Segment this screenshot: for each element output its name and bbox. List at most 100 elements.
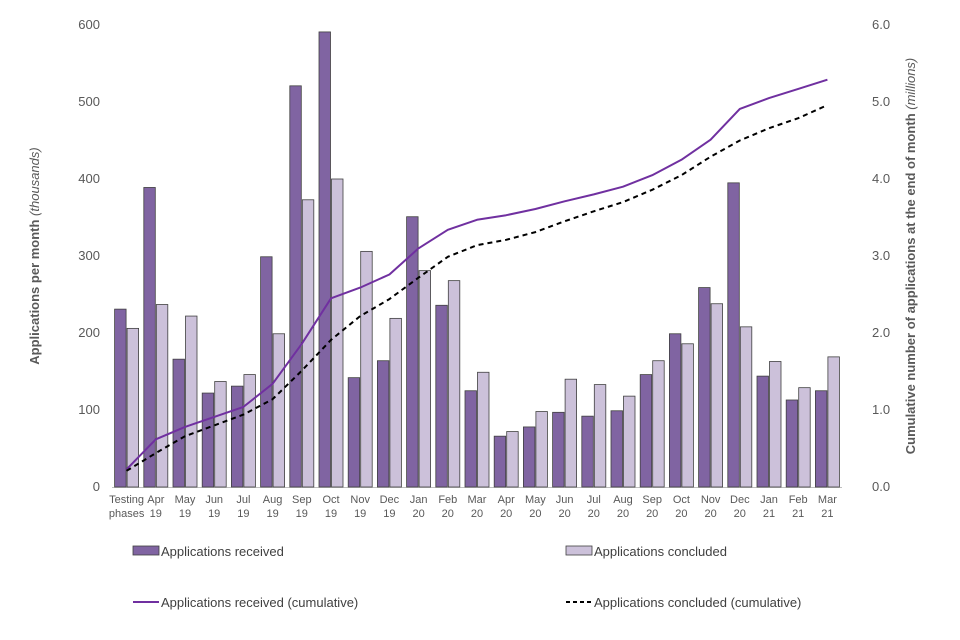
x-tick-label: May <box>525 494 546 506</box>
legend-swatch-received <box>132 545 160 556</box>
bar-concluded <box>652 360 665 488</box>
y-right-axis-title-main: Cumulative number of applications at the… <box>903 110 918 455</box>
bar-received <box>114 308 127 488</box>
bar-concluded <box>681 343 694 488</box>
x-tick-label: Oct <box>322 494 339 506</box>
x-tick-label: 21 <box>763 508 775 520</box>
x-tick-label: 19 <box>325 508 337 520</box>
y-right-tick-label: 2.0 <box>872 325 890 340</box>
x-tick-label: 20 <box>734 508 746 520</box>
bar-concluded <box>389 317 402 488</box>
bar-concluded <box>535 411 548 488</box>
bar-received <box>493 435 507 488</box>
bar-concluded <box>126 327 139 488</box>
x-tick-label: 20 <box>471 508 483 520</box>
bar-received <box>639 374 653 488</box>
y-left-tick-label: 200 <box>78 325 100 340</box>
x-tick-label: Dec <box>380 494 400 506</box>
x-tick-label: 20 <box>617 508 629 520</box>
x-tick-label: 19 <box>354 508 366 520</box>
x-tick-label: 20 <box>500 508 512 520</box>
x-tick-label: Mar <box>818 494 837 506</box>
bar-concluded <box>331 178 344 488</box>
bar-concluded <box>739 326 753 488</box>
bar-concluded <box>447 280 461 488</box>
x-tick-label: Nov <box>701 494 721 506</box>
x-tick-label: Apr <box>498 494 515 506</box>
x-tick-label: 20 <box>588 508 600 520</box>
y-left-tick-label: 500 <box>78 94 100 109</box>
x-tick-label: 20 <box>412 508 424 520</box>
x-tick-label: Mar <box>468 494 487 506</box>
bar-received <box>669 333 682 488</box>
x-tick-label: 19 <box>266 508 278 520</box>
x-tick-label: Dec <box>730 494 750 506</box>
x-tick-label: Nov <box>350 494 370 506</box>
x-tick-label: Testing <box>109 494 144 506</box>
bar-concluded <box>214 381 227 488</box>
line-concluded-cumulative <box>126 104 828 472</box>
x-tick-label: Aug <box>613 494 633 506</box>
legend-label: Applications received (cumulative) <box>161 595 358 610</box>
bar-concluded <box>418 270 432 488</box>
legend-label: Applications concluded (cumulative) <box>594 595 801 610</box>
bar-received <box>347 377 361 488</box>
x-tick-label: Aug <box>263 494 283 506</box>
bar-received <box>201 392 215 488</box>
bar-received <box>815 390 828 488</box>
bar-concluded <box>155 304 169 488</box>
y-right-tick-label: 6.0 <box>872 17 890 32</box>
bar-received <box>376 360 390 488</box>
bar-received <box>464 390 477 488</box>
x-tick-label: 20 <box>529 508 541 520</box>
y-right-tick-label: 5.0 <box>872 94 890 109</box>
x-tick-label: May <box>175 494 196 506</box>
y-left-axis-title-main: Applications per month <box>27 216 42 365</box>
x-tick-label: 19 <box>237 508 249 520</box>
bar-received <box>785 399 799 488</box>
x-tick-label: Oct <box>673 494 690 506</box>
x-tick-label: 19 <box>150 508 162 520</box>
x-tick-label: 20 <box>442 508 454 520</box>
bar-concluded <box>272 333 286 488</box>
y-right-tick-label: 1.0 <box>872 402 890 417</box>
x-tick-label: Jan <box>410 494 428 506</box>
y-right-axis-title-unit: (millions) <box>903 58 918 110</box>
bar-concluded <box>769 361 782 488</box>
bar-received <box>406 216 419 488</box>
x-tick-label: Feb <box>789 494 808 506</box>
line-received-cumulative <box>125 78 828 470</box>
x-tick-label: Jun <box>205 494 223 506</box>
bar-received <box>727 182 740 488</box>
legend-label: Applications concluded <box>594 544 727 559</box>
x-tick-label: 20 <box>646 508 658 520</box>
bar-concluded <box>301 199 315 488</box>
bar-received <box>143 187 156 488</box>
bar-received <box>523 426 536 488</box>
bar-concluded <box>243 374 256 488</box>
bar-concluded <box>506 431 519 488</box>
y-left-tick-label: 600 <box>78 17 100 32</box>
y-right-tick-label: 3.0 <box>872 248 890 263</box>
y-left-tick-label: 100 <box>78 402 100 417</box>
x-tick-label: 20 <box>675 508 687 520</box>
x-tick-label: Jun <box>556 494 574 506</box>
x-tick-label: Jul <box>236 494 250 506</box>
y-left-tick-label: 300 <box>78 248 100 263</box>
y-left-tick-label: 400 <box>78 171 100 186</box>
x-tick-label: 19 <box>383 508 395 520</box>
bar-concluded <box>798 387 811 488</box>
x-tick-label: Feb <box>438 494 457 506</box>
bar-received <box>435 304 448 488</box>
y-right-tick-label: 0.0 <box>872 479 890 494</box>
bar-concluded <box>710 303 723 488</box>
bar-received <box>289 85 302 488</box>
x-tick-label: Jul <box>587 494 601 506</box>
x-tick-label: Sep <box>292 494 312 506</box>
x-tick-label: 20 <box>558 508 570 520</box>
y-left-tick-label: 0 <box>93 479 100 494</box>
bar-concluded <box>564 378 577 488</box>
bar-concluded <box>593 384 607 488</box>
